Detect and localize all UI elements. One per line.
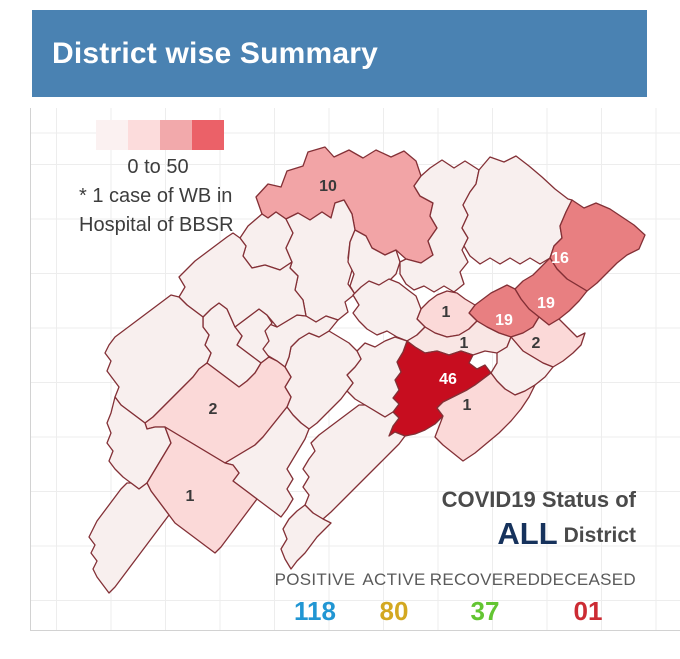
stat-recovered: RECOVERED 37: [429, 570, 541, 627]
district-mayurbhanj[interactable]: [461, 155, 573, 265]
district-koraput-case-count: 1: [186, 488, 195, 505]
stat-active-value: 80: [379, 596, 409, 626]
district-dhenkanal-case-count: 1: [442, 304, 451, 321]
legend-note-line1: * 1 case of WB in: [79, 185, 233, 207]
summary-header: District wise Summary: [32, 10, 647, 97]
stat-positive-label: POSITIVE: [274, 570, 356, 589]
district-jharsuguda[interactable]: [239, 211, 294, 271]
legend-color-scale: [96, 120, 224, 150]
stat-deceased-value: 01: [573, 596, 603, 626]
district-bargarh[interactable]: [178, 232, 307, 328]
district-cuttack-case-count: 1: [460, 335, 469, 352]
stat-positive-value: 118: [294, 596, 336, 626]
status-scope: ALL: [497, 516, 558, 551]
stat-deceased: DECEASED 01: [532, 570, 644, 627]
district-kalahandi-case-count: 2: [209, 401, 218, 418]
page-title: District wise Summary: [52, 36, 378, 70]
stat-recovered-label: RECOVERED: [429, 570, 541, 589]
district-puri-case-count: 1: [463, 397, 472, 414]
legend-swatch: [96, 120, 128, 150]
legend-text-block: 0 to 50 * 1 case of WB in Hospital of BB…: [79, 153, 237, 240]
district-balasore-case-count: 16: [551, 250, 569, 267]
status-suffix: District: [563, 524, 636, 547]
legend-note-line2: Hospital of BBSR: [79, 214, 234, 236]
district-sundargarh-case-count: 10: [319, 178, 337, 195]
district-kendrapara-case-count: 2: [532, 335, 541, 352]
legend-swatch: [192, 120, 224, 150]
status-scope-line: ALL District: [442, 516, 636, 552]
covid-status-block: COVID19 Status of ALL District: [442, 487, 636, 552]
stat-active: ACTIVE 80: [338, 570, 450, 627]
stat-active-label: ACTIVE: [362, 570, 426, 589]
district-khordha-case-count: 46: [439, 371, 457, 388]
district-ganjam[interactable]: [302, 404, 406, 520]
status-title: COVID19 Status of: [441, 487, 636, 512]
stat-positive: POSITIVE 118: [259, 570, 371, 627]
district-puri[interactable]: [434, 372, 536, 462]
district-bhadrak-case-count: 19: [537, 295, 555, 312]
district-jajpur-case-count: 19: [495, 312, 513, 329]
district-balasore[interactable]: [549, 199, 646, 292]
district-rayagada[interactable]: [224, 406, 310, 518]
legend-range-label: 0 to 50: [127, 156, 189, 178]
legend-swatch: [160, 120, 192, 150]
stat-deceased-label: DECEASED: [540, 570, 636, 589]
stat-recovered-value: 37: [470, 596, 500, 626]
district-malkangiri[interactable]: [88, 482, 170, 594]
district-nayagarh[interactable]: [346, 336, 408, 418]
district-koraput[interactable]: [146, 426, 258, 554]
legend-swatch: [128, 120, 160, 150]
district-gajapati[interactable]: [280, 504, 332, 570]
